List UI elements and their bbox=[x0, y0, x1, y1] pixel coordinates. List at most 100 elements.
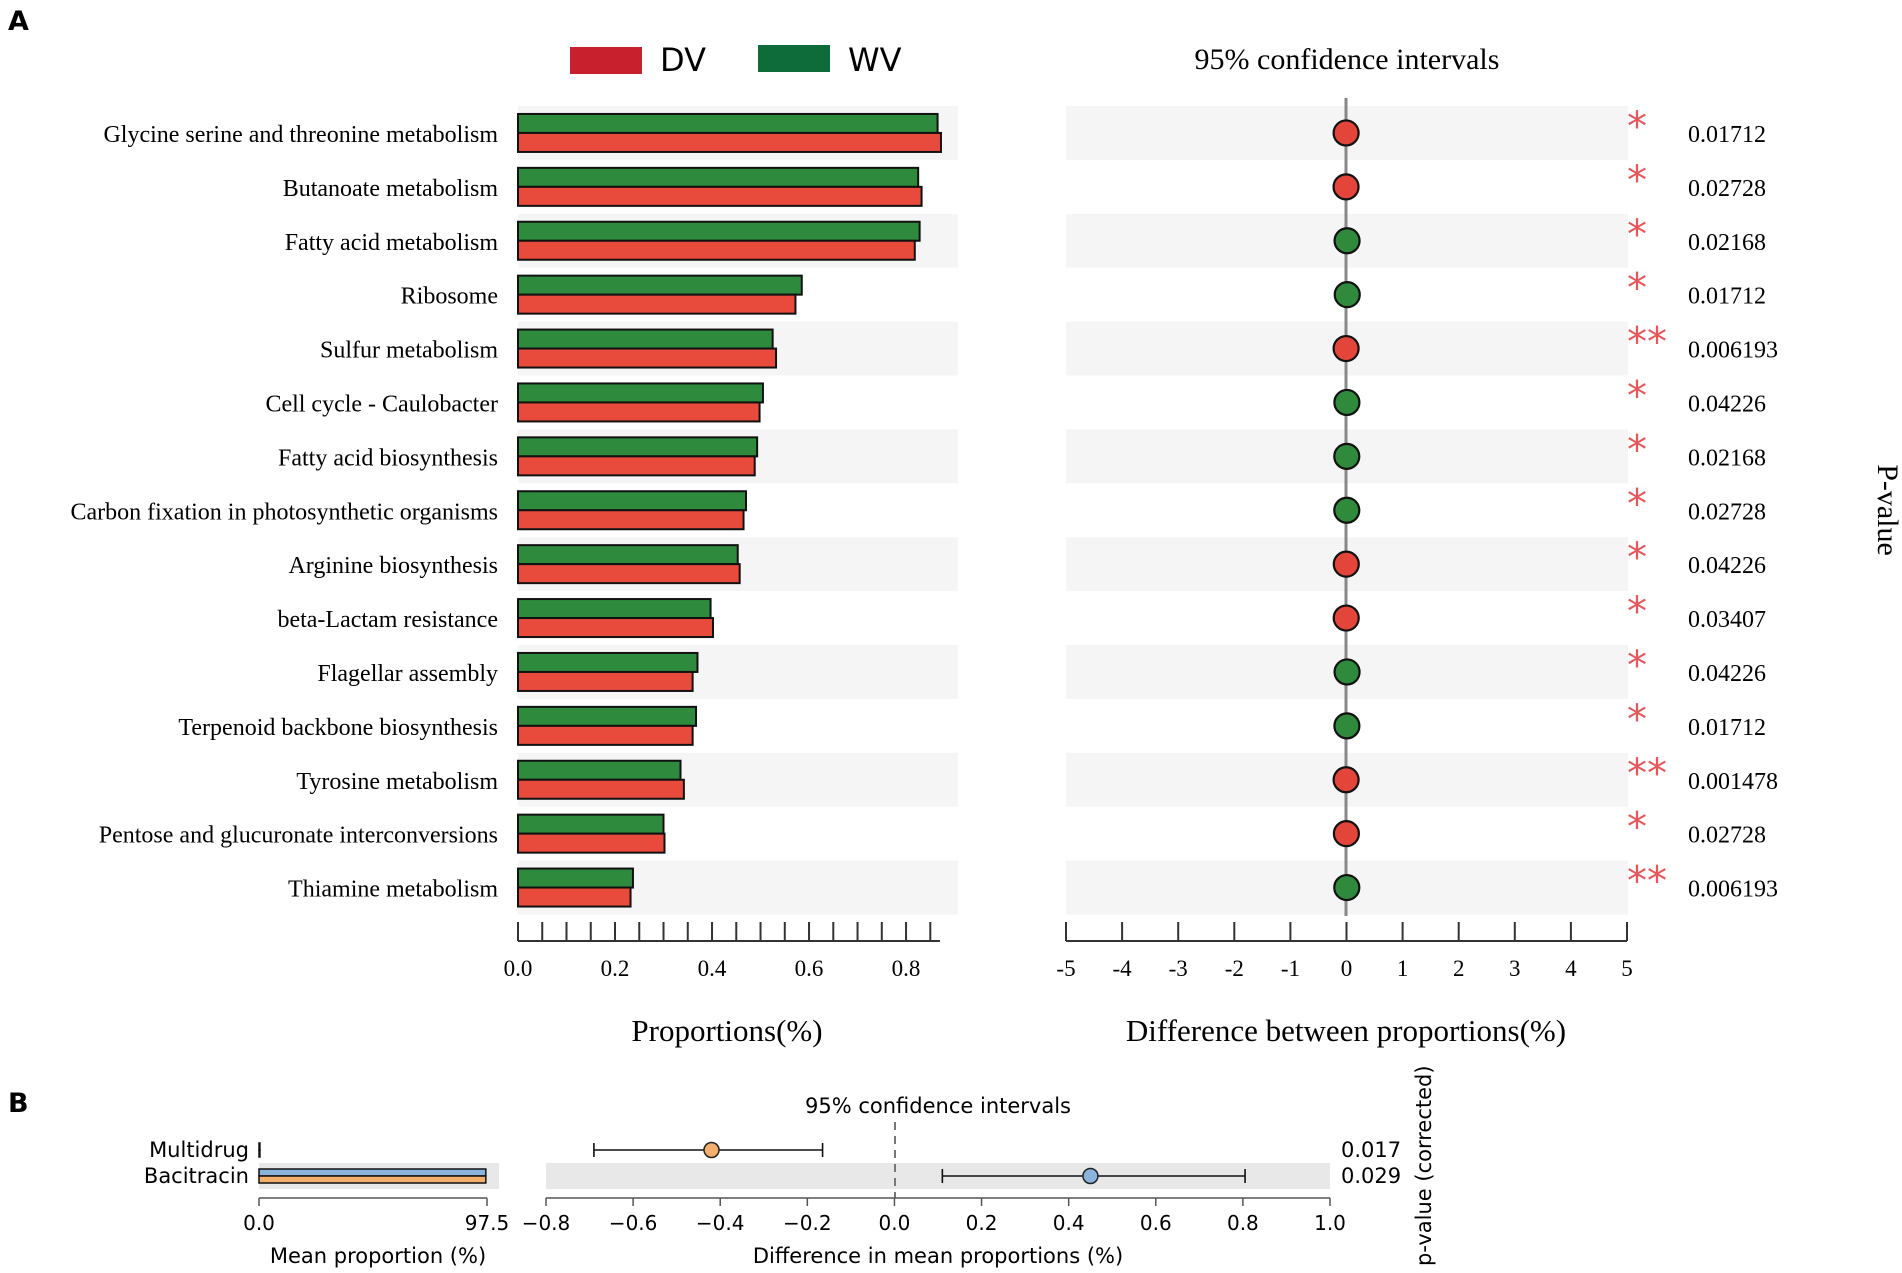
difference-dot bbox=[1332, 604, 1360, 632]
dv-bar bbox=[517, 724, 694, 746]
wv-bar bbox=[517, 867, 634, 889]
b-left-tick-label: 97.5 bbox=[465, 1211, 510, 1235]
dv-bar bbox=[517, 832, 666, 854]
p-value: 0.01712 bbox=[1688, 122, 1766, 148]
significance-star: * bbox=[1627, 104, 1647, 150]
b-orange-bar bbox=[258, 1149, 261, 1158]
proportion-tick-label: 0.4 bbox=[698, 956, 727, 981]
p-value: 0.02168 bbox=[1688, 230, 1766, 256]
dv-bar bbox=[517, 509, 745, 531]
wv-bar bbox=[517, 544, 739, 566]
b-right-tick-label: −0.8 bbox=[522, 1211, 571, 1235]
b-mean-bars bbox=[258, 1142, 487, 1184]
difference-tick-label: 0 bbox=[1341, 956, 1353, 981]
proportion-bars bbox=[517, 112, 942, 908]
category-label: Terpenoid backbone biosynthesis bbox=[178, 715, 498, 741]
b-pvalue-axis-label: p-value (corrected) bbox=[1412, 1065, 1436, 1266]
category-labels: Glycine serine and threonine metabolism B… bbox=[70, 122, 498, 903]
difference-tick-label: 5 bbox=[1621, 956, 1633, 981]
difference-dot bbox=[1333, 658, 1361, 686]
panel-b-label: B bbox=[8, 1088, 29, 1119]
category-label: Cell cycle - Caulobacter bbox=[265, 391, 498, 417]
dv-bar bbox=[517, 131, 942, 153]
significance-star: * bbox=[1627, 697, 1647, 743]
significance-star: * bbox=[1627, 535, 1647, 581]
p-value: 0.03407 bbox=[1688, 607, 1766, 633]
difference-tick-label: -2 bbox=[1225, 956, 1244, 981]
category-label: Arginine biosynthesis bbox=[288, 553, 498, 579]
b-left-ticks: 0.0 97.5 bbox=[243, 1198, 509, 1235]
category-label: Flagellar assembly bbox=[317, 661, 498, 687]
b-blue-bar bbox=[258, 1142, 261, 1151]
proportion-tick-label: 0.8 bbox=[892, 956, 921, 981]
significance-star: * bbox=[1627, 158, 1647, 204]
b-right-tick-label: 0.0 bbox=[879, 1211, 911, 1235]
significance-star: ** bbox=[1627, 320, 1667, 366]
ci-title-a: 95% confidence intervals bbox=[1195, 43, 1500, 76]
difference-x-axis: -5 -4 -3 -2 -1 0 1 2 3 4 5 bbox=[1056, 922, 1633, 981]
category-label: Tyrosine metabolism bbox=[296, 769, 498, 795]
pvalue-axis-label-a: P-value bbox=[1871, 464, 1902, 556]
difference-tick-label: -3 bbox=[1169, 956, 1188, 981]
wv-bar bbox=[517, 220, 921, 242]
panel-a-label: A bbox=[8, 6, 29, 37]
wv-bar bbox=[517, 112, 939, 134]
b-orange-bar bbox=[258, 1175, 487, 1184]
proportion-x-axis: 0.0 0.2 0.4 0.6 0.8 bbox=[504, 922, 940, 981]
dv-bar bbox=[517, 778, 685, 800]
difference-dot bbox=[1333, 442, 1361, 470]
b-estimate-dot bbox=[703, 1141, 720, 1159]
b-p-value: 0.029 bbox=[1341, 1164, 1401, 1188]
significance-star: * bbox=[1627, 805, 1647, 851]
wv-bar bbox=[517, 436, 759, 458]
category-label: Ribosome bbox=[401, 284, 498, 310]
legend-dv-label: DV bbox=[660, 41, 706, 79]
dv-bar bbox=[517, 293, 797, 315]
b-right-tick-label: −0.4 bbox=[696, 1211, 745, 1235]
wv-bar bbox=[517, 328, 774, 350]
dv-bar bbox=[517, 347, 778, 369]
difference-dot bbox=[1332, 119, 1360, 147]
p-value: 0.04226 bbox=[1688, 391, 1766, 417]
difference-dot bbox=[1332, 334, 1360, 363]
category-label: Carbon fixation in photosynthetic organi… bbox=[70, 499, 498, 525]
proportion-tick-label: 0.2 bbox=[601, 956, 630, 981]
dv-bar bbox=[517, 185, 923, 207]
difference-tick-label: 2 bbox=[1453, 956, 1465, 981]
category-label: beta-Lactam resistance bbox=[277, 607, 498, 633]
difference-dot bbox=[1333, 712, 1361, 740]
p-values: 0.01712 0.02728 0.02168 0.01712 0.006193 0.04… bbox=[1688, 122, 1778, 903]
difference-dots bbox=[1332, 119, 1361, 902]
p-value: 0.02168 bbox=[1688, 445, 1766, 471]
b-category-label: Multidrug bbox=[149, 1138, 249, 1162]
b-estimate-dot bbox=[1082, 1167, 1099, 1185]
difference-dot bbox=[1333, 388, 1361, 417]
proportion-tick-label: 0.0 bbox=[504, 956, 533, 981]
significance-stars: ****************** bbox=[1627, 104, 1667, 905]
significance-star: ** bbox=[1627, 859, 1667, 905]
difference-dot bbox=[1333, 227, 1361, 255]
difference-axis-label: Difference between proportions(%) bbox=[1126, 1013, 1566, 1048]
b-right-tick-label: 0.4 bbox=[1053, 1211, 1085, 1235]
difference-dot bbox=[1333, 873, 1361, 902]
difference-dot bbox=[1332, 550, 1360, 578]
ci-title-b: 95% confidence intervals bbox=[805, 1094, 1071, 1118]
p-value: 0.006193 bbox=[1688, 877, 1778, 903]
b-difference-axis-label: Difference in mean proportions (%) bbox=[753, 1244, 1123, 1268]
p-value: 0.006193 bbox=[1688, 338, 1778, 364]
p-value: 0.02728 bbox=[1688, 499, 1766, 525]
b-right-tick-label: −0.2 bbox=[783, 1211, 832, 1235]
category-label: Butanoate metabolism bbox=[283, 176, 499, 202]
b-category-label: Bacitracin bbox=[144, 1164, 249, 1188]
b-blue-bar bbox=[258, 1168, 487, 1177]
wv-bar bbox=[517, 813, 665, 835]
dv-bar bbox=[517, 455, 756, 477]
category-label: Glycine serine and threonine metabolism bbox=[103, 122, 498, 148]
difference-tick-label: -4 bbox=[1113, 956, 1133, 981]
significance-star: * bbox=[1627, 643, 1647, 689]
difference-dot bbox=[1332, 820, 1360, 848]
legend: DV WV bbox=[570, 41, 902, 79]
dv-bar bbox=[517, 617, 714, 639]
